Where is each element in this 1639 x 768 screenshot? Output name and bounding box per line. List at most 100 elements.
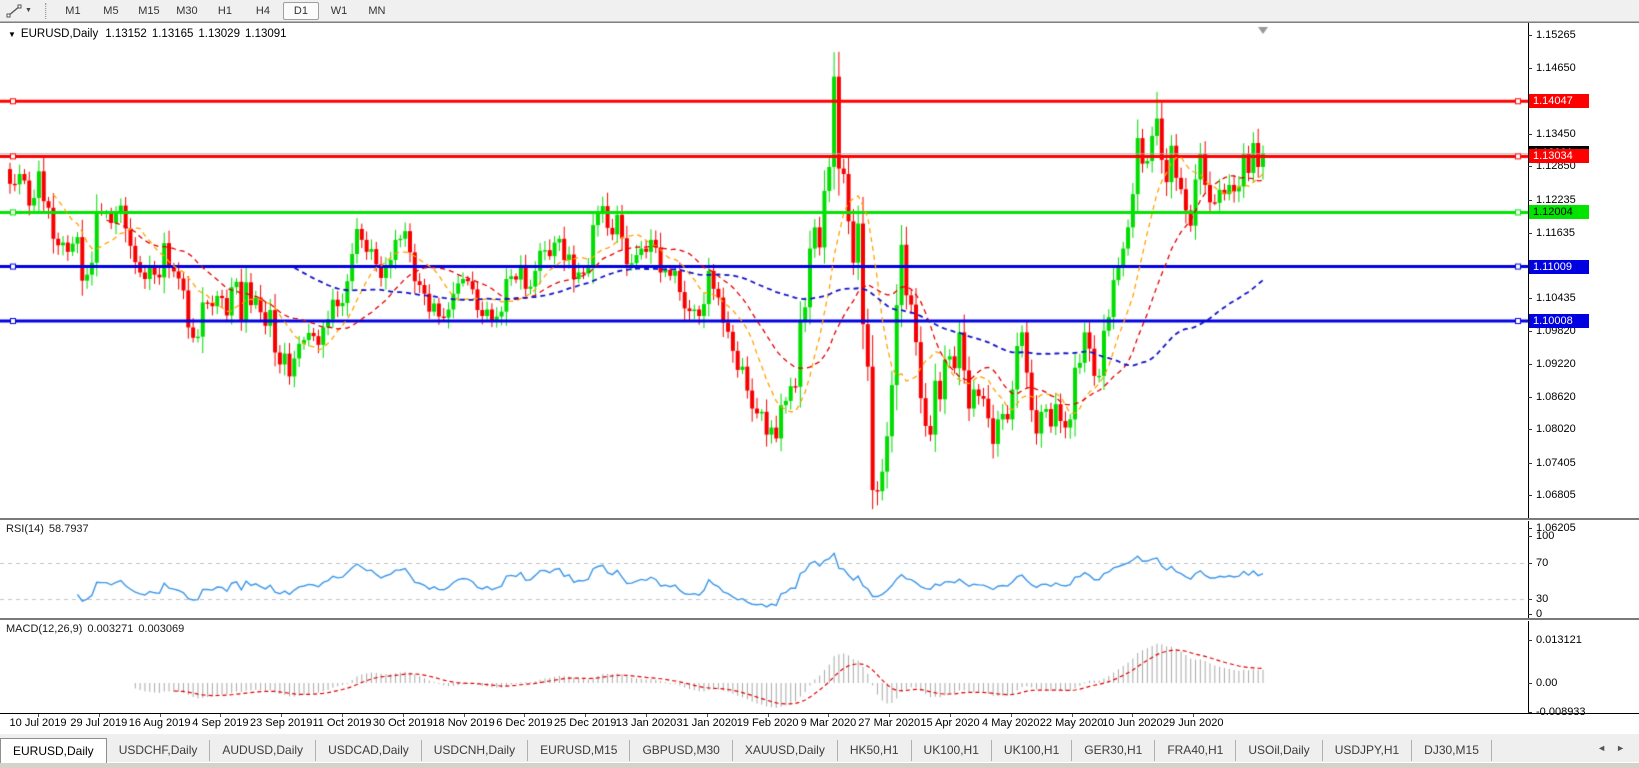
rsi-value: 58.7937 bbox=[48, 523, 89, 535]
date-tick-label: 27 Mar 2020 bbox=[858, 717, 921, 729]
price-tick-label: 1.11635 bbox=[1536, 226, 1575, 239]
price-chart-canvas[interactable] bbox=[0, 23, 1528, 714]
tab-scroll-right-icon[interactable]: ► bbox=[1616, 743, 1625, 753]
date-tick-label: 18 Nov 2019 bbox=[432, 717, 495, 729]
axis-tick bbox=[1528, 495, 1532, 497]
time-scale[interactable]: 10 Jul 2019 29 Jul 2019 16 Aug 2019 4 Sep 2… bbox=[0, 714, 1639, 734]
date-tick bbox=[220, 714, 222, 717]
rsi-name: RSI(14) bbox=[6, 523, 44, 535]
timeframe-button-w1[interactable]: W1 bbox=[330, 4, 348, 17]
macd-tick-label: -0.008933 bbox=[1536, 706, 1586, 718]
axis-tick bbox=[1528, 683, 1532, 684]
chart-tab-usdchf-daily[interactable]: USDCHF,Daily bbox=[107, 740, 211, 761]
rsi-tick-label: 70 bbox=[1536, 557, 1549, 569]
macd-indicator-label: MACD(12,26,9) 0.003271 0.003069 bbox=[6, 623, 184, 635]
price-tick-label: 1.08020 bbox=[1536, 423, 1576, 436]
trendline-icon bbox=[6, 4, 22, 17]
chart-tab-fra40-h1[interactable]: FRA40,H1 bbox=[1155, 740, 1237, 761]
date-tick bbox=[1071, 714, 1073, 717]
rsi-indicator-label: RSI(14) 58.7937 bbox=[6, 523, 89, 535]
timeframe-button-m30[interactable]: M30 bbox=[176, 4, 198, 17]
chart-tab-xauusd-daily[interactable]: XAUUSD,Daily bbox=[733, 740, 838, 761]
chart-tab-audusd-daily[interactable]: AUDUSD,Daily bbox=[210, 740, 317, 761]
chart-tab-dj30-m15[interactable]: DJ30,M15 bbox=[1412, 740, 1492, 761]
pane-separator-rsi[interactable] bbox=[0, 518, 1639, 521]
date-tick bbox=[1193, 714, 1195, 717]
price-tick-label: 1.12235 bbox=[1536, 193, 1576, 206]
price-tick-label: 1.12850 bbox=[1536, 160, 1576, 173]
chart-tab-usdcad-daily[interactable]: USDCAD,Daily bbox=[316, 740, 422, 761]
date-tick-label: 19 Feb 2020 bbox=[736, 717, 799, 729]
tab-scroll-left-icon[interactable]: ◄ bbox=[1597, 743, 1607, 753]
axis-tick bbox=[1528, 396, 1532, 398]
axis-tick bbox=[1528, 232, 1532, 234]
axis-tick bbox=[1528, 614, 1532, 615]
date-tick-label: 10 Jun 2020 bbox=[1102, 717, 1163, 729]
date-tick bbox=[706, 714, 708, 717]
chart-tab-uk100-h1[interactable]: UK100,H1 bbox=[912, 740, 992, 761]
collapse-icon[interactable]: ▼ bbox=[8, 29, 16, 39]
macd-name: MACD(12,26,9) bbox=[6, 623, 83, 635]
price-tick-label: 1.14650 bbox=[1536, 62, 1576, 75]
date-tick-label: 22 May 2020 bbox=[1039, 717, 1104, 729]
price-tick-label: 1.06805 bbox=[1536, 489, 1576, 502]
pane-separator-macd[interactable] bbox=[0, 618, 1639, 621]
date-tick bbox=[585, 714, 587, 717]
chart-window: ▼ EURUSD,Daily 1.13152 1.13165 1.13029 1… bbox=[0, 22, 1639, 734]
chart-tab-eurusd-daily[interactable]: EURUSD,Daily bbox=[0, 738, 107, 763]
rsi-tick-label: 0 bbox=[1536, 608, 1543, 620]
axis-tick bbox=[1528, 462, 1532, 464]
timeframe-button-m15[interactable]: M15 bbox=[138, 4, 160, 17]
date-tick bbox=[950, 714, 951, 717]
axis-tick bbox=[1528, 68, 1532, 70]
date-tick bbox=[524, 714, 526, 717]
price-tick-label: 1.09220 bbox=[1536, 357, 1576, 370]
price-tick-label: 1.15265 bbox=[1536, 29, 1576, 41]
hline-price-badge: 1.11009 bbox=[1529, 259, 1589, 274]
date-tick-label: 23 Sep 2019 bbox=[249, 717, 313, 729]
axis-tick bbox=[1528, 429, 1532, 431]
chart-title: ▼ EURUSD,Daily 1.13152 1.13165 1.13029 1… bbox=[8, 28, 287, 40]
rsi-tick-label: 30 bbox=[1536, 593, 1549, 605]
date-tick bbox=[828, 714, 830, 717]
tab-scroll-controls: ◄ ► bbox=[1583, 733, 1639, 763]
chart-tab-eurusd-m15[interactable]: EURUSD,M15 bbox=[528, 740, 631, 761]
date-tick-label: 31 Jan 2020 bbox=[676, 717, 738, 729]
axis-tick bbox=[1528, 527, 1532, 529]
date-tick-label: 29 Jun 2020 bbox=[1162, 717, 1224, 729]
chart-tab-uk100-h1[interactable]: UK100,H1 bbox=[992, 740, 1073, 761]
chart-tab-usdcnh-daily[interactable]: USDCNH,Daily bbox=[422, 740, 529, 761]
timeframe-button-m1[interactable]: M1 bbox=[65, 4, 81, 17]
date-tick-label: 13 Jan 2020 bbox=[615, 717, 677, 729]
axis-tick bbox=[1528, 599, 1532, 600]
timeframe-button-d1[interactable]: D1 bbox=[282, 1, 319, 20]
chart-tab-usoil-daily[interactable]: USOil,Daily bbox=[1236, 740, 1323, 761]
macd-main-value: 0.003271 bbox=[87, 623, 134, 635]
chevron-down-icon: ▼ bbox=[25, 7, 32, 14]
chart-tab-hk50-h1[interactable]: HK50,H1 bbox=[838, 740, 912, 761]
price-scale-separator bbox=[1528, 23, 1529, 714]
timeframe-buttons: M1 M5 M15 M30 H1 H4 D1 W1 MN bbox=[54, 1, 396, 21]
toolbar-grip[interactable] bbox=[44, 2, 47, 19]
line-studies-dropdown[interactable]: ▼ bbox=[0, 1, 38, 21]
date-tick-label: 4 Sep 2019 bbox=[192, 717, 249, 729]
axis-tick bbox=[1528, 536, 1532, 537]
macd-tick-label: 0.00 bbox=[1536, 677, 1558, 689]
hline-price-badge: 1.10008 bbox=[1529, 314, 1589, 329]
date-tick bbox=[767, 714, 769, 717]
timeframe-button-h1[interactable]: H1 bbox=[217, 4, 232, 17]
axis-tick bbox=[1528, 712, 1532, 714]
date-tick bbox=[1010, 714, 1012, 717]
rsi-tick-label: 100 bbox=[1536, 530, 1555, 542]
chart-tab-usdjpy-h1[interactable]: USDJPY,H1 bbox=[1323, 740, 1413, 761]
timeframe-button-h4[interactable]: H4 bbox=[255, 4, 270, 17]
date-tick bbox=[342, 714, 343, 717]
date-tick bbox=[1132, 714, 1134, 717]
timeframe-button-mn[interactable]: MN bbox=[368, 4, 386, 17]
macd-tick-label: 0.013121 bbox=[1536, 633, 1582, 646]
chart-tab-gbpusd-m30[interactable]: GBPUSD,M30 bbox=[630, 740, 733, 761]
timeframe-button-m5[interactable]: M5 bbox=[103, 4, 119, 17]
price-tick-label: 1.06205 bbox=[1536, 521, 1576, 534]
chart-tab-ger30-h1[interactable]: GER30,H1 bbox=[1072, 740, 1156, 761]
ohlc-high: 1.13165 bbox=[151, 28, 194, 40]
